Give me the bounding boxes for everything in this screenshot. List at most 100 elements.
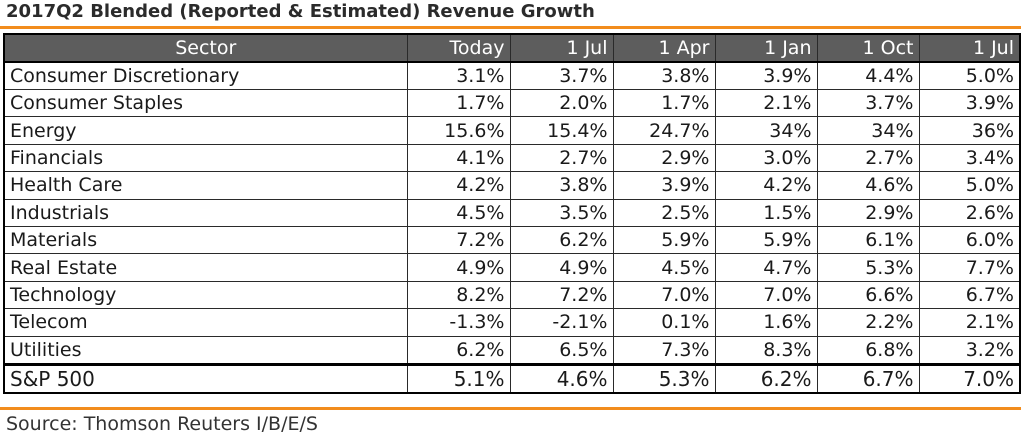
value-cell: 1.7% xyxy=(612,88,716,118)
sector-cell: Industrials xyxy=(3,198,408,227)
value-cell: 7.3% xyxy=(612,335,716,365)
page-title: 2017Q2 Blended (Reported & Estimated) Re… xyxy=(6,1,595,22)
value-cell: 4.7% xyxy=(714,253,818,282)
table-row: Materials 7.2% 6.2% 5.9% 5.9% 6.1% 6.0% xyxy=(3,225,1021,255)
value-cell: 2.7% xyxy=(509,143,614,173)
value-cell: 4.6% xyxy=(816,171,920,200)
value-cell: 34% xyxy=(816,116,920,145)
sector-cell: Consumer Staples xyxy=(3,88,408,118)
sector-cell: Telecom xyxy=(3,308,408,337)
value-cell: 6.1% xyxy=(816,225,920,255)
table-row: Health Care 4.2% 3.8% 3.9% 4.2% 4.6% 5.0% xyxy=(3,171,1021,200)
column-header: 1 Jul xyxy=(509,33,614,63)
value-cell: 3.8% xyxy=(509,171,614,200)
value-cell: 3.7% xyxy=(509,61,614,90)
bottom-accent-rule xyxy=(0,407,1021,410)
table-row: Industrials 4.5% 3.5% 2.5% 1.5% 2.9% 2.6% xyxy=(3,198,1021,227)
value-cell: 8.3% xyxy=(714,335,818,365)
value-cell: 6.7% xyxy=(816,362,920,394)
value-cell: 3.2% xyxy=(918,335,1021,365)
value-cell: 6.7% xyxy=(918,280,1021,310)
value-cell: 4.6% xyxy=(509,362,614,394)
value-cell: 2.9% xyxy=(612,143,716,173)
value-cell: 7.2% xyxy=(509,280,614,310)
table-header-row: Sector Today 1 Jul 1 Apr 1 Jan 1 Oct 1 J… xyxy=(3,33,1021,63)
table-row: Energy 15.6% 15.4% 24.7% 34% 34% 36% xyxy=(3,116,1021,145)
value-cell: 15.6% xyxy=(406,116,511,145)
value-cell: 6.2% xyxy=(406,335,511,365)
value-cell: 8.2% xyxy=(406,280,511,310)
table-row: Telecom -1.3% -2.1% 0.1% 1.6% 2.2% 2.1% xyxy=(3,308,1021,337)
value-cell: 6.5% xyxy=(509,335,614,365)
value-cell: 2.6% xyxy=(918,198,1021,227)
value-cell: 3.5% xyxy=(509,198,614,227)
value-cell: 6.2% xyxy=(714,362,818,394)
sector-cell: Energy xyxy=(3,116,408,145)
top-accent-rule xyxy=(0,26,1021,29)
sector-cell: Technology xyxy=(3,280,408,310)
value-cell: 3.8% xyxy=(612,61,716,90)
value-cell: 7.0% xyxy=(714,280,818,310)
value-cell: 7.0% xyxy=(612,280,716,310)
column-header: Sector xyxy=(3,33,408,63)
value-cell: 6.6% xyxy=(816,280,920,310)
value-cell: 4.5% xyxy=(612,253,716,282)
table-row: Technology 8.2% 7.2% 7.0% 7.0% 6.6% 6.7% xyxy=(3,280,1021,310)
value-cell: 4.4% xyxy=(816,61,920,90)
value-cell: 15.4% xyxy=(509,116,614,145)
value-cell: 6.2% xyxy=(509,225,614,255)
sector-cell: Consumer Discretionary xyxy=(3,61,408,90)
sector-cell: Real Estate xyxy=(3,253,408,282)
value-cell: 3.9% xyxy=(612,171,716,200)
value-cell: 4.9% xyxy=(509,253,614,282)
column-header: 1 Jan xyxy=(714,33,818,63)
total-row: S&P 500 5.1% 4.6% 5.3% 6.2% 6.7% 7.0% xyxy=(3,362,1021,394)
value-cell: 6.0% xyxy=(918,225,1021,255)
value-cell: 2.2% xyxy=(816,308,920,337)
value-cell: 2.1% xyxy=(918,308,1021,337)
sector-cell: Materials xyxy=(3,225,408,255)
column-header: 1 Apr xyxy=(612,33,716,63)
column-header: Today xyxy=(406,33,511,63)
table-row: Real Estate 4.9% 4.9% 4.5% 4.7% 5.3% 7.7% xyxy=(3,253,1021,282)
value-cell: 5.0% xyxy=(918,171,1021,200)
value-cell: 34% xyxy=(714,116,818,145)
value-cell: 7.7% xyxy=(918,253,1021,282)
sector-cell: S&P 500 xyxy=(3,362,408,394)
value-cell: 2.5% xyxy=(612,198,716,227)
value-cell: 3.9% xyxy=(918,88,1021,118)
value-cell: 5.1% xyxy=(406,362,511,394)
value-cell: 4.5% xyxy=(406,198,511,227)
value-cell: 4.2% xyxy=(406,171,511,200)
sector-cell: Financials xyxy=(3,143,408,173)
value-cell: 5.0% xyxy=(918,61,1021,90)
revenue-growth-table: Sector Today 1 Jul 1 Apr 1 Jan 1 Oct 1 J… xyxy=(3,33,1021,394)
value-cell: 4.1% xyxy=(406,143,511,173)
value-cell: 3.0% xyxy=(714,143,818,173)
table-row: Consumer Staples 1.7% 2.0% 1.7% 2.1% 3.7% 3.9% xyxy=(3,88,1021,118)
table-row: Consumer Discretionary 3.1% 3.7% 3.8% 3.9% 4.… xyxy=(3,61,1021,90)
source-note: Source: Thomson Reuters I/B/E/S xyxy=(6,413,318,435)
value-cell: 2.7% xyxy=(816,143,920,173)
value-cell: 1.7% xyxy=(406,88,511,118)
value-cell: 2.9% xyxy=(816,198,920,227)
value-cell: 5.9% xyxy=(714,225,818,255)
table-row: Financials 4.1% 2.7% 2.9% 3.0% 2.7% 3.4% xyxy=(3,143,1021,173)
value-cell: 7.0% xyxy=(918,362,1021,394)
value-cell: 24.7% xyxy=(612,116,716,145)
value-cell: -2.1% xyxy=(509,308,614,337)
value-cell: 2.1% xyxy=(714,88,818,118)
value-cell: 4.2% xyxy=(714,171,818,200)
value-cell: 3.4% xyxy=(918,143,1021,173)
value-cell: 5.3% xyxy=(816,253,920,282)
value-cell: 3.1% xyxy=(406,61,511,90)
value-cell: 2.0% xyxy=(509,88,614,118)
value-cell: 5.9% xyxy=(612,225,716,255)
value-cell: 6.8% xyxy=(816,335,920,365)
column-header: 1 Oct xyxy=(816,33,920,63)
value-cell: 7.2% xyxy=(406,225,511,255)
value-cell: 36% xyxy=(918,116,1021,145)
value-cell: 0.1% xyxy=(612,308,716,337)
sector-cell: Health Care xyxy=(3,171,408,200)
value-cell: 3.7% xyxy=(816,88,920,118)
